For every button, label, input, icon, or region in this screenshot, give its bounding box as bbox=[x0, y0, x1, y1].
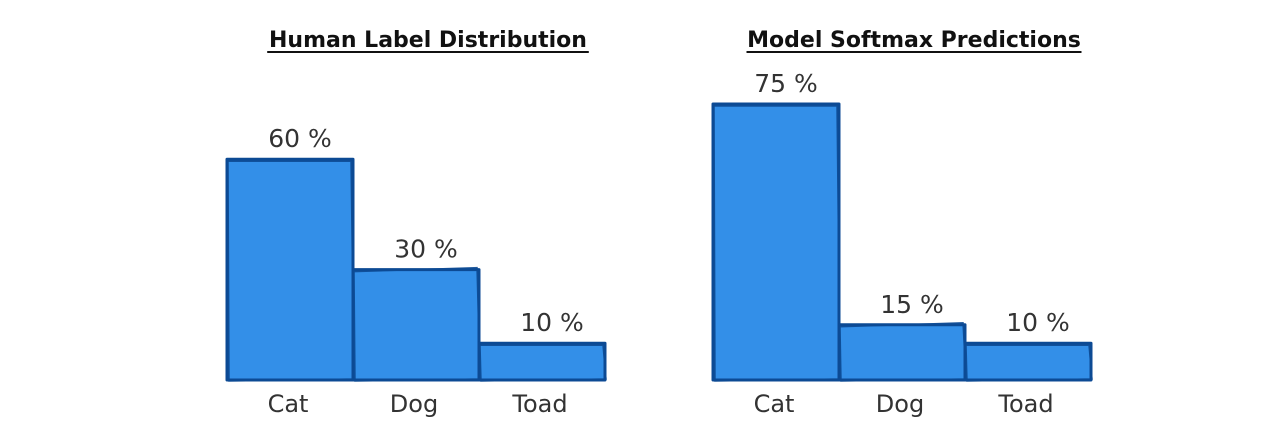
bar-sketch-outline bbox=[965, 344, 1093, 382]
bar-sketch-outline bbox=[479, 344, 607, 382]
tick-label-dog: Dog bbox=[876, 390, 924, 418]
data-label-cat: 60 % bbox=[268, 124, 332, 153]
bar-toad bbox=[963, 341, 1093, 382]
data-label-toad: 10 % bbox=[520, 308, 584, 337]
chart-panel-2: Model Softmax Predictions 75 % Cat 15 % Dog 1… bbox=[711, 28, 1093, 418]
bar-sketch-outline bbox=[713, 105, 841, 382]
bar-cat bbox=[225, 157, 355, 382]
bar-dog bbox=[351, 268, 481, 382]
tick-label-cat: Cat bbox=[754, 390, 795, 418]
tick-label-toad: Toad bbox=[511, 390, 567, 418]
chart-title: Model Softmax Predictions bbox=[747, 28, 1081, 53]
bar-dog bbox=[837, 323, 967, 382]
bar-sketch-outline bbox=[227, 160, 355, 382]
data-label-cat: 75 % bbox=[754, 69, 818, 98]
bar-cat bbox=[711, 102, 841, 382]
tick-label-cat: Cat bbox=[268, 390, 309, 418]
chart-title: Human Label Distribution bbox=[269, 28, 587, 53]
data-label-dog: 15 % bbox=[880, 290, 944, 319]
chart-panel-1: Human Label Distribution 60 % Cat 30 % Dog 10… bbox=[225, 28, 607, 418]
bar-sketch-outline bbox=[353, 266, 481, 382]
data-label-toad: 10 % bbox=[1006, 308, 1070, 337]
bar-sketch-outline bbox=[839, 322, 967, 382]
tick-label-dog: Dog bbox=[390, 390, 438, 418]
tick-label-toad: Toad bbox=[997, 390, 1053, 418]
bar-toad bbox=[477, 341, 607, 382]
data-label-dog: 30 % bbox=[394, 235, 458, 264]
